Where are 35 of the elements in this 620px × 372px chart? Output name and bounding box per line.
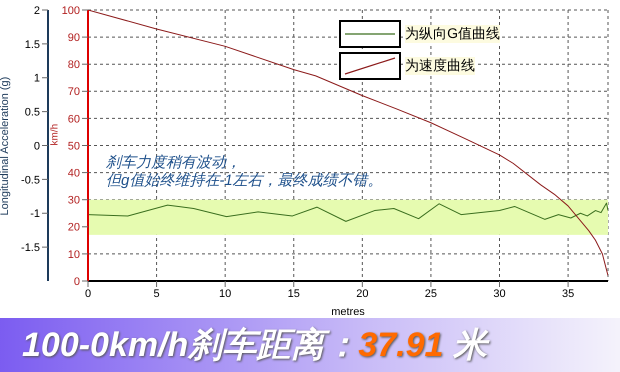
y-tick-label: 70: [68, 86, 80, 98]
y2-tick-label: -0.5: [21, 174, 40, 186]
x-tick-label: 0: [84, 288, 92, 300]
y-tick-label: 30: [68, 194, 80, 207]
x-tick-label: 15: [288, 288, 300, 300]
y-tick-label: 90: [68, 32, 80, 44]
y-tick-label: 20: [68, 222, 80, 234]
y-tick-label: 60: [68, 113, 80, 126]
x-tick-label: 10: [219, 288, 232, 300]
x-tick-label: 20: [356, 288, 368, 300]
y2-tick-label: 2: [34, 4, 40, 17]
y2-tick-label: -1: [30, 208, 40, 220]
y2-tick-label: 0: [34, 140, 40, 152]
y-tick-label: 100: [62, 4, 80, 17]
x-axis-title: metres: [331, 306, 366, 318]
y2-tick-label: 0.5: [24, 106, 40, 119]
y2-tick-label: -1.5: [21, 242, 40, 254]
line-series: [88, 202, 608, 222]
y-tick-label: 50: [68, 140, 80, 152]
y-tick-label: 40: [68, 168, 80, 180]
legend-label: 为纵向G值曲线: [405, 25, 500, 43]
y-tick-label: 80: [68, 59, 80, 72]
y2-axis-title: Longitudinal Acceleration (g): [0, 76, 11, 216]
y-tick-label: 10: [68, 248, 80, 261]
y2-tick-label: 1.5: [24, 38, 40, 51]
x-tick-label: 5: [154, 288, 160, 300]
legend-label: 为速度曲线: [405, 57, 476, 75]
x-tick-label: 30: [493, 288, 506, 300]
y-axis-title: km/h: [50, 124, 61, 146]
x-tick-label: 25: [424, 288, 438, 300]
x-tick-label: 35: [562, 288, 574, 300]
y-tick-label: 0: [74, 276, 80, 288]
annotation: 刹车力度稍有波动，: [106, 154, 241, 172]
y2-tick-label: 1: [34, 72, 40, 85]
annotation: 但g值始终维持在-1左右，最终成绩不错。: [106, 172, 383, 190]
